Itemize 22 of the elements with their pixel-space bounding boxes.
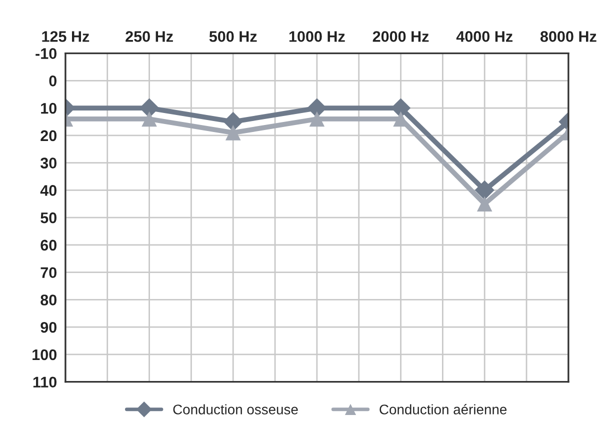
x-tick-label: 250 Hz — [126, 31, 173, 42]
y-tick-label: 40 — [40, 185, 56, 196]
y-tick-label: 100 — [32, 349, 56, 360]
x-tick-label: 500 Hz — [209, 31, 257, 42]
y-tick-label: 70 — [40, 267, 56, 278]
x-tick-label: 2000 Hz — [372, 31, 429, 42]
x-tick-label: 8000 Hz — [540, 31, 596, 42]
y-tick-label: 90 — [40, 322, 56, 333]
y-tick-label: 30 — [40, 158, 56, 169]
y-tick-label: -10 — [36, 48, 56, 59]
x-tick-label: 4000 Hz — [456, 31, 512, 42]
y-tick-label: 0 — [49, 76, 56, 86]
x-tick-label: 1000 Hz — [289, 31, 345, 42]
legend-label: Conduction aérienne — [380, 404, 507, 414]
y-tick-label: 10 — [41, 102, 56, 114]
y-tick-label: 80 — [40, 294, 56, 306]
y-tick-label: 60 — [40, 240, 56, 251]
y-tick-label: 110 — [33, 376, 56, 388]
legend-label: Conduction osseuse — [173, 404, 298, 414]
y-tick-label: 20 — [40, 130, 56, 142]
x-tick-label: 125 Hz — [42, 31, 90, 42]
y-tick-label: 50 — [40, 212, 56, 224]
